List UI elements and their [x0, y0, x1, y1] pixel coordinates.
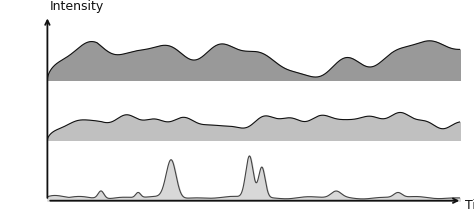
- Text: Intensity: Intensity: [50, 0, 104, 13]
- Text: Time: Time: [465, 199, 474, 212]
